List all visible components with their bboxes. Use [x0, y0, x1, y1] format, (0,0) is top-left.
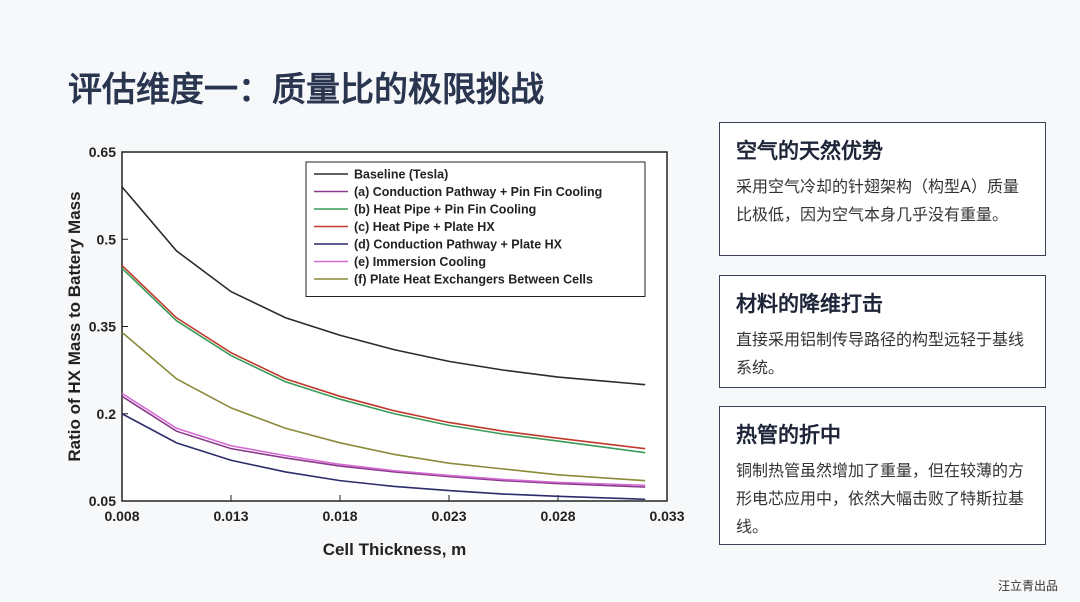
legend-label: (a) Conduction Pathway + Pin Fin Cooling [354, 185, 602, 199]
series-line [121, 264, 646, 450]
x-tick-label: 0.033 [649, 508, 684, 524]
y-tick-label: 0.5 [97, 231, 117, 247]
x-tick-label: 0.013 [213, 508, 248, 524]
legend-label: (c) Heat Pipe + Plate HX [354, 220, 495, 234]
y-axis-title: Ratio of HX Mass to Battery Mass [65, 191, 84, 461]
x-tick-label: 0.018 [322, 508, 357, 524]
x-tick-label: 0.023 [431, 508, 466, 524]
card-title: 热管的折中 [736, 423, 841, 447]
card-body: 铜制热管虽然增加了重量，但在较薄的方形电芯应用中，依然大幅击败了特斯拉基线。 [736, 461, 1025, 536]
series-line [121, 395, 646, 488]
y-tick-label: 0.65 [89, 144, 116, 160]
x-tick-label: 0.028 [540, 508, 575, 524]
y-tick-label: 0.2 [97, 406, 117, 422]
legend-label: (e) Immersion Cooling [354, 255, 486, 269]
legend-box [305, 161, 646, 297]
card-body: 直接采用铝制传导路径的构型远轻于基线系统。 [736, 330, 1025, 377]
x-tick-label: 0.008 [104, 508, 139, 524]
card-body: 采用空气冷却的针翅架构（构型A）质量比极低，因为空气本身几乎没有重量。 [736, 177, 1019, 224]
slide-title: 评估维度一：质量比的极限挑战 [68, 70, 544, 110]
series-line [121, 267, 646, 454]
card: 热管的折中 铜制热管虽然增加了重量，但在较薄的方形电芯应用中，依然大幅击败了特斯… [719, 406, 1046, 545]
legend-label: Baseline (Tesla) [354, 168, 448, 182]
series-line [121, 331, 646, 482]
card: 材料的降维打击 直接采用铝制传导路径的构型远轻于基线系统。 [719, 275, 1046, 388]
legend-label: (b) Heat Pipe + Pin Fin Cooling [354, 203, 536, 217]
legend-label: (d) Conduction Pathway + Plate HX [354, 238, 563, 252]
card: 空气的天然优势 采用空气冷却的针翅架构（构型A）质量比极低，因为空气本身几乎没有… [719, 122, 1046, 256]
card-title: 材料的降维打击 [736, 292, 883, 316]
legend-label: (f) Plate Heat Exchangers Between Cells [354, 273, 593, 287]
y-tick-label: 0.05 [89, 493, 116, 509]
x-axis-title: Cell Thickness, m [323, 540, 467, 559]
y-tick-label: 0.35 [89, 319, 116, 335]
series-line [121, 413, 646, 501]
card-title: 空气的天然优势 [736, 139, 883, 163]
series-line [121, 392, 646, 487]
chart: 0.008 0.013 0.018 0.023 0.028 0.033 0.05 0.2 0.3… [65, 144, 685, 559]
footer: 汪立青出品 [997, 579, 1058, 593]
series-line [121, 186, 646, 386]
